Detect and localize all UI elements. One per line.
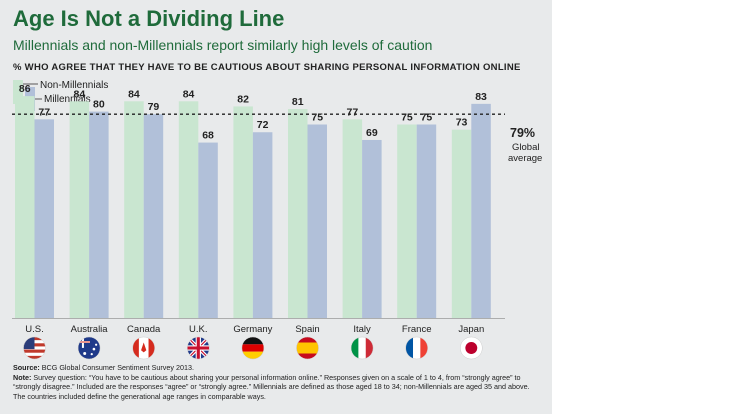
bar-value-label: 86 [19,83,31,95]
bar-non-millennials [288,109,308,319]
chart-title: Age Is Not a Dividing Line [13,6,285,31]
bar-value-label: 84 [183,88,195,100]
australia-flag-icon [77,336,101,360]
bar-value-label: 82 [237,93,249,105]
x-axis-labels: U.S. Australia Canada U.K. Germany Spain Italy… [25,324,484,335]
bar-value-label: 81 [292,96,304,108]
bar-value-label: 73 [456,117,468,129]
bar-value-label: 75 [401,112,413,124]
bar-non-millennials [124,101,144,318]
source-text: BCG Global Consumer Sentiment Survey 201… [41,363,194,372]
bar-non-millennials [342,119,363,318]
canada-flag-icon [132,336,155,360]
bar-millennials [471,103,491,318]
global-average-label: Global [512,142,539,153]
source-line: Source: BCG Global Consumer Sentiment Su… [13,363,543,373]
category-label: Spain [295,324,319,335]
bar-millennials [34,119,54,318]
category-label: France [402,324,432,335]
bar-millennials [89,111,109,318]
legend-label-non-millennials: Non-Millennials [40,80,108,91]
category-label: Australia [71,324,109,335]
note-text: Survey question: “You have to be cautiou… [13,372,530,401]
category-label: Japan [458,324,484,335]
bar-millennials [198,142,218,318]
category-label: Italy [353,324,371,335]
global-average-value: 79% [510,126,535,140]
flags-group [23,336,483,360]
bar-value-label: 72 [257,119,269,131]
bar-non-millennials [15,96,35,319]
note-label: Note: [13,372,32,382]
source-label: Source: [13,363,40,372]
bar-value-label: 83 [475,91,487,103]
bar-value-label: 68 [202,130,214,142]
bar-non-millennials [397,124,417,318]
uk-flag-icon [187,336,210,360]
category-label: U.K. [189,324,207,335]
note-line: Note: Survey question: “You have to be c… [13,373,543,402]
bar-value-label: 84 [128,88,140,100]
category-label: Germany [233,324,272,335]
bar-millennials [416,124,437,318]
japan-flag-icon [460,336,483,360]
chart-panel: Age Is Not a Dividing Line Millennials a… [0,0,552,414]
bar-millennials [252,132,273,318]
bar-value-label: 69 [366,127,378,139]
bar-non-millennials [69,101,90,318]
bars-group: 86 77 84 80 84 79 84 68 82 72 81 75 77 69 75 75 73 83 [12,83,505,319]
global-average-label: average [508,153,542,164]
chart-measure-label: % WHO AGREE THAT THEY HAVE TO BE CAUTIOU… [13,62,521,73]
bar-value-label: 77 [38,106,50,118]
italy-flag-icon [350,336,374,360]
chart-subtitle: Millennials and non-Millennials report s… [13,37,433,53]
bar-non-millennials [178,101,199,318]
germany-flag-icon [241,336,265,360]
bar-millennials [307,124,327,318]
category-label: U.S. [25,324,43,335]
us-flag-icon [23,336,46,360]
spain-flag-icon [296,336,319,360]
bar-value-label: 84 [74,88,86,100]
category-label: Canada [127,324,161,335]
bar-millennials [362,139,382,318]
bar-value-label: 77 [347,106,359,118]
legend-label-millennials: Millennials [44,94,91,105]
bar-millennials [143,114,164,319]
footnote: Source: BCG Global Consumer Sentiment Su… [13,363,543,401]
bar-value-label: 75 [421,112,433,124]
bar-non-millennials [233,106,253,318]
bar-value-label: 75 [311,112,323,124]
france-flag-icon [405,336,428,360]
bar-value-label: 80 [93,99,105,111]
bar-value-label: 79 [148,101,160,113]
legend-swatch-non-millennials [13,80,23,104]
bar-non-millennials [451,129,472,318]
